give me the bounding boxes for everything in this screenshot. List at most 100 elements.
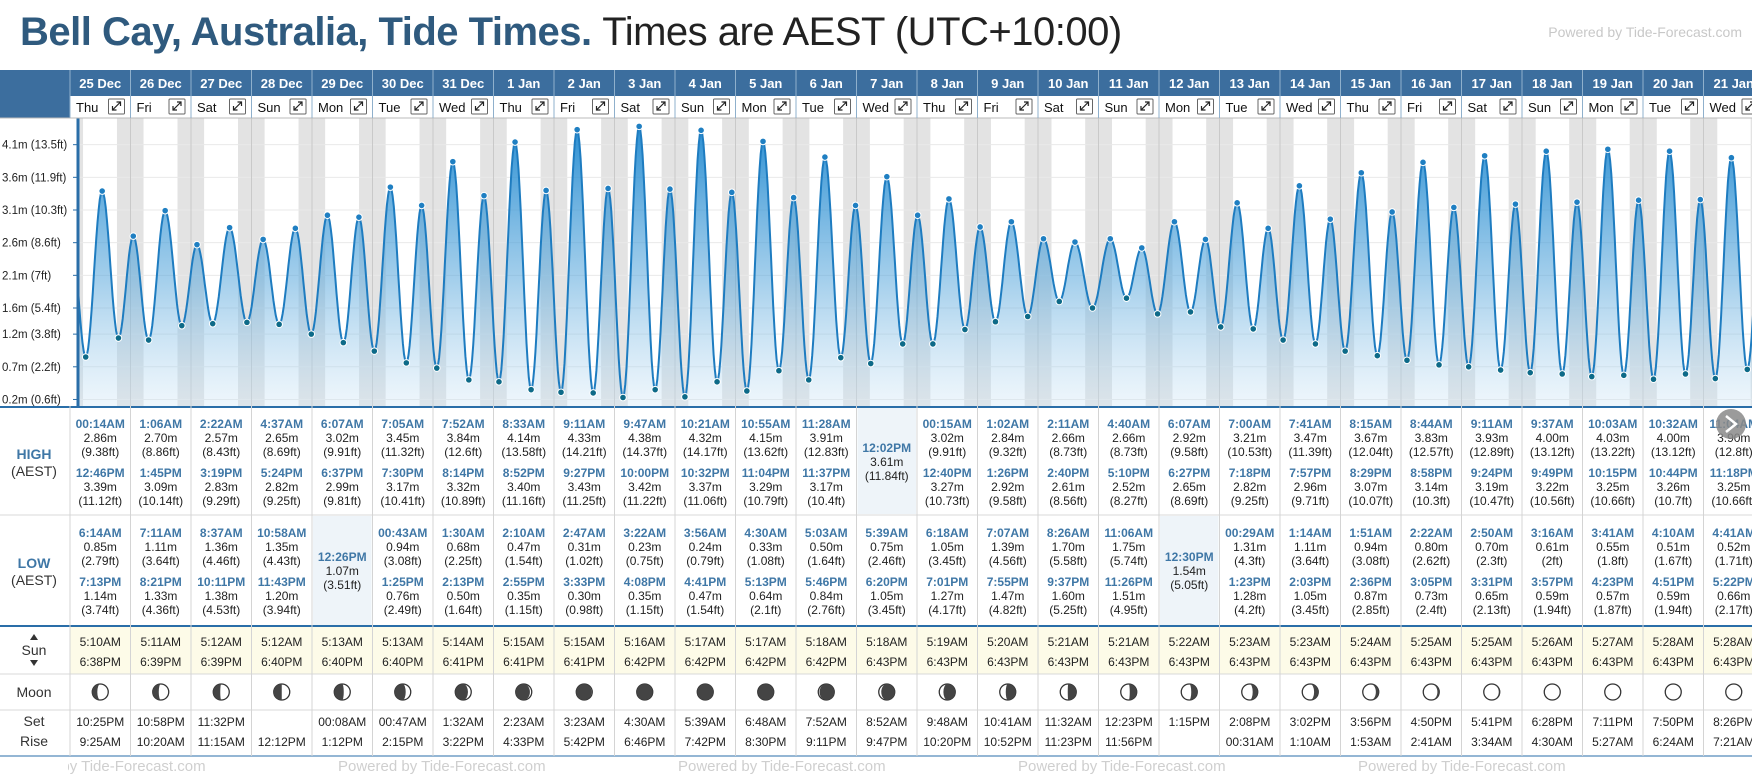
low-tide-1-height-ft: (2.79ft)	[81, 554, 119, 568]
high-tide-2-time: 1:45PM	[140, 466, 182, 480]
expand-button[interactable]	[773, 98, 791, 115]
high-tide-1-height-m: 2.86m	[84, 431, 117, 445]
moon-shadow	[636, 684, 653, 700]
expand-button[interactable]	[1015, 98, 1033, 115]
expand-button[interactable]	[1499, 98, 1517, 115]
low-tide-2-time: 3:31PM	[1471, 575, 1513, 589]
expand-button[interactable]	[1741, 98, 1752, 115]
high-tide-2-height-m: 2.92m	[991, 480, 1024, 494]
low-tide-2-height-ft: (3.94ft)	[263, 603, 301, 617]
expand-button[interactable]	[1378, 98, 1396, 115]
low-tide-1-time: 2:47AM	[563, 526, 606, 540]
low-tide-2-height-m: 0.47m	[689, 589, 722, 603]
sunrise-time: 5:28AM	[1653, 635, 1694, 649]
low-row-label: LOW	[18, 555, 51, 571]
expand-arrow-glyph	[1321, 101, 1332, 111]
high-tide-1-time: 7:41AM	[1289, 417, 1332, 431]
powered-by-footer-text: Powered by Tide-Forecast.com	[678, 758, 886, 775]
scroll-knob[interactable]	[1716, 409, 1746, 439]
high-tide-2-height-m: 3.19m	[1475, 480, 1508, 494]
expand-button[interactable]	[1560, 98, 1577, 115]
high-tide-1-height-ft: (13.62ft)	[743, 445, 788, 459]
low-tide-point	[339, 338, 348, 347]
sunrise-time: 5:23AM	[1229, 635, 1270, 649]
expand-button[interactable]	[108, 98, 125, 115]
high-tide-1-height-ft: (11.39ft)	[1288, 445, 1332, 459]
expand-button[interactable]	[1439, 98, 1456, 115]
powered-by-badge[interactable]: Powered by Tide-Forecast.com	[1548, 24, 1742, 40]
sunset-time: 6:43PM	[1290, 655, 1331, 669]
expand-button[interactable]	[350, 98, 367, 115]
expand-button[interactable]	[531, 98, 549, 115]
low-tide-1-height-m: 1.36m	[205, 540, 238, 554]
moon-phase-icon	[1241, 683, 1259, 701]
expand-button[interactable]	[955, 98, 972, 115]
expand-button[interactable]	[471, 98, 488, 115]
date-label: 2 Jan	[568, 76, 601, 91]
high-tide-2-height-m: 3.42m	[628, 480, 661, 494]
moon-shadow	[515, 684, 530, 700]
expand-button[interactable]	[592, 98, 609, 115]
expand-button[interactable]	[229, 98, 246, 115]
low-tide-point	[402, 359, 411, 367]
expand-button[interactable]	[1681, 98, 1698, 115]
moon-shadow	[1067, 684, 1077, 700]
expand-button[interactable]	[713, 98, 730, 115]
expand-button[interactable]	[1136, 98, 1154, 115]
high-tide-2-height-m: 2.82m	[1233, 480, 1266, 494]
scroll-right-button[interactable]	[1716, 409, 1746, 439]
high-tide-1-height-ft: (12.57ft)	[1409, 445, 1454, 459]
high-tide-2-time: 2:40PM	[1047, 466, 1089, 480]
low-tide-1-height-m: 1.39m	[991, 540, 1024, 554]
high-tide-1-time: 8:33AM	[502, 417, 545, 431]
expand-button[interactable]	[289, 98, 307, 115]
expand-button[interactable]	[894, 98, 912, 115]
day-of-week-label: Tue	[379, 100, 401, 115]
expand-button[interactable]	[1197, 98, 1214, 115]
expand-button[interactable]	[1318, 98, 1335, 115]
moon-shadow	[1370, 684, 1379, 700]
expand-icon[interactable]	[1741, 98, 1752, 115]
sunset-time: 6:40PM	[322, 655, 363, 669]
sunset-time: 6:43PM	[987, 655, 1028, 669]
sun-up-icon	[30, 634, 38, 640]
sunset-time: 6:43PM	[1048, 655, 1089, 669]
high-tide-2-time: 12:40PM	[923, 466, 972, 480]
low-tide-point	[208, 319, 217, 328]
low-tide-point	[961, 325, 969, 334]
moonrise-time: 10:52PM	[984, 735, 1032, 749]
expand-button[interactable]	[1257, 98, 1275, 115]
day-of-week-label: Tue	[1649, 100, 1671, 115]
high-tide-point	[1696, 195, 1705, 204]
low-tide-1-height-m: 0.68m	[447, 540, 480, 554]
day-of-week-label: Fri	[1407, 100, 1422, 115]
low-tide-2-height-ft: (2.4ft)	[1416, 603, 1447, 617]
high-tide-2-time: 9:24PM	[1471, 466, 1513, 480]
date-label: 5 Jan	[749, 76, 782, 91]
expand-button[interactable]	[834, 98, 851, 115]
sunset-time: 6:43PM	[1532, 655, 1573, 669]
high-tide-point	[945, 195, 953, 203]
low-tide-2-time: 9:37PM	[1047, 575, 1089, 589]
high-tide-1-height-m: 3.83m	[1415, 431, 1448, 445]
day-of-week-label: Sat	[621, 100, 641, 115]
expand-button[interactable]	[1620, 98, 1638, 115]
high-tide-point	[1665, 147, 1674, 155]
low-tide-2-height-m: 0.73m	[1415, 589, 1448, 603]
expand-button[interactable]	[410, 98, 428, 115]
high-tide-2-height-ft: (10.66ft)	[1590, 494, 1635, 508]
low-tide-1-height-ft: (4.3ft)	[1234, 554, 1265, 568]
low-row-sub-label: (AEST)	[11, 572, 57, 588]
expand-button[interactable]	[652, 98, 670, 115]
expand-button[interactable]	[1076, 98, 1093, 115]
expand-button[interactable]	[168, 98, 186, 115]
moon-shadow	[1189, 684, 1198, 700]
low-tide-2-height-ft: (1.54ft)	[686, 603, 724, 617]
low-tide-point	[1464, 363, 1473, 371]
moonset-time: 4:30AM	[624, 715, 665, 729]
expand-arrow-glyph	[1079, 101, 1090, 111]
moonset-time: 00:08AM	[318, 715, 366, 729]
expand-arrow-glyph	[1442, 101, 1453, 111]
low-tide-2-height-ft: (2.13ft)	[1473, 603, 1511, 617]
high-tide-2-height-m: 3.29m	[749, 480, 782, 494]
